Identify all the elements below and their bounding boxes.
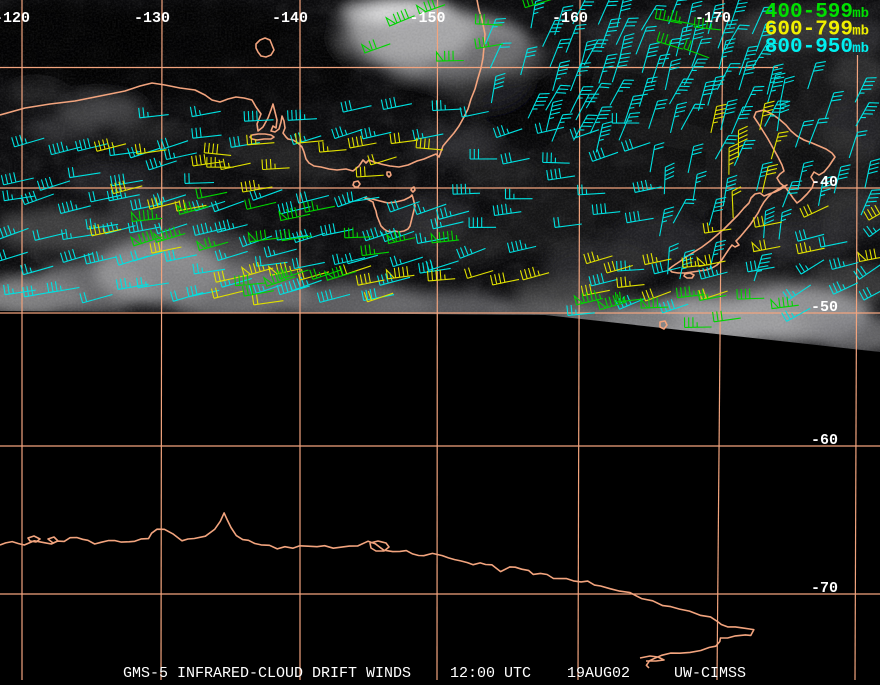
svg-text:-70: -70 (811, 580, 838, 597)
svg-text:-150: -150 (409, 10, 445, 27)
svg-text:19AUG02: 19AUG02 (567, 665, 630, 680)
svg-text:600-799: 600-799 (765, 19, 853, 42)
svg-text:400-599: 400-599 (765, 1, 853, 24)
svg-text:800-950: 800-950 (765, 36, 853, 59)
svg-text:GMS-5 INFRARED-CLOUD DRIFT WIN: GMS-5 INFRARED-CLOUD DRIFT WINDS (123, 665, 411, 680)
svg-text:-130: -130 (134, 10, 170, 27)
svg-text:-160: -160 (552, 10, 588, 27)
svg-text:mb: mb (852, 24, 869, 40)
svg-text:-170: -170 (695, 10, 731, 27)
svg-text:12:00 UTC: 12:00 UTC (450, 665, 531, 680)
svg-text:-40: -40 (811, 174, 838, 191)
svg-text:-60: -60 (811, 432, 838, 449)
svg-text:mb: mb (852, 41, 869, 57)
svg-text:UW-CIMSS: UW-CIMSS (674, 665, 746, 680)
svg-text:-120: -120 (0, 10, 30, 27)
svg-text:-140: -140 (272, 10, 308, 27)
svg-text:mb: mb (852, 6, 869, 22)
svg-text:-50: -50 (811, 299, 838, 316)
